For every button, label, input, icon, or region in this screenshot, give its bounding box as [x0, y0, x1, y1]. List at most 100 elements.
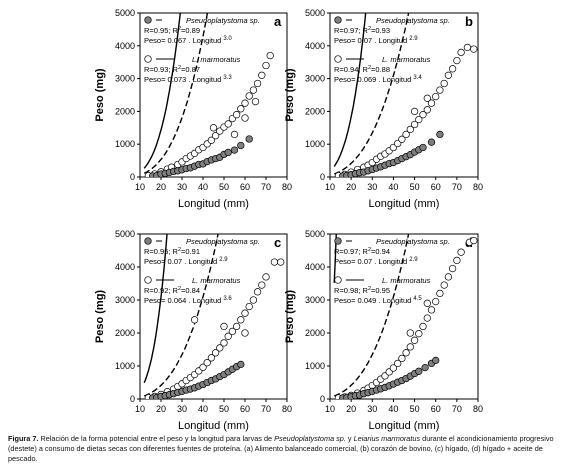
data-point-marmoratus [258, 281, 266, 289]
x-tick-label: 70 [452, 404, 462, 414]
data-point-marmoratus [258, 71, 266, 79]
data-point-marmoratus [211, 132, 220, 140]
figure-caption: Figura 7. Relación de la forma potencial… [8, 434, 574, 464]
legend-marker [334, 16, 342, 24]
x-axis-label: Longitud (mm) [178, 420, 249, 432]
x-tick-label: 20 [156, 182, 166, 192]
data-point-marmoratus [237, 105, 245, 113]
data-point-marmoratus [224, 332, 232, 340]
x-tick-label: 80 [282, 404, 292, 414]
y-tick-label: 4000 [115, 262, 135, 272]
legend-stats: R=0.95; R2=0.89 [144, 26, 200, 35]
x-tick-label: 20 [346, 182, 356, 192]
legend-series-name: L. marmoratus [192, 55, 241, 64]
plot-area [333, 234, 478, 399]
legend-marker [334, 55, 342, 63]
x-tick-label: 70 [261, 182, 271, 192]
y-tick-label: 2000 [305, 328, 325, 338]
data-point-pseudoplatystoma [432, 356, 440, 365]
data-point-marmoratus [457, 48, 465, 57]
legend-equation: Peso= 0.073 . Longitud 3.3 [144, 75, 232, 84]
y-tick-label: 1000 [305, 361, 325, 371]
data-point-marmoratus [470, 236, 478, 245]
data-point-marmoratus [277, 258, 285, 266]
legend-equation: Peso= 0.07 . Longitud 2.9 [144, 257, 228, 266]
x-tick-label: 30 [367, 404, 377, 414]
data-point-marmoratus [444, 273, 453, 281]
x-tick-label: 70 [261, 404, 271, 414]
data-point-marmoratus [423, 106, 431, 114]
data-point-marmoratus [406, 343, 414, 351]
caption-text-c: durante el acondicionamiento progresivo … [8, 434, 554, 463]
y-tick-label: 5000 [115, 229, 135, 239]
caption-text-b: y [345, 434, 354, 443]
x-tick-label: 70 [452, 182, 462, 192]
plot-area [143, 234, 285, 399]
x-tick-label: 50 [219, 404, 229, 414]
fit-curve-pseudoplatystoma [143, 234, 219, 397]
x-tick-label: 10 [135, 182, 145, 192]
data-point-marmoratus [436, 86, 444, 94]
y-tick-label: 0 [130, 172, 135, 182]
panel-letter: a [274, 14, 282, 29]
x-tick-label: 30 [367, 182, 377, 192]
data-point-marmoratus [253, 288, 262, 296]
data-point-marmoratus [207, 354, 216, 362]
data-point-marmoratus [448, 264, 457, 273]
data-point-marmoratus [241, 99, 249, 107]
legend-marker [144, 276, 152, 284]
plot-frame [139, 12, 288, 178]
legend-equation: Peso= 0.049 . Longitud 4.5 [334, 296, 422, 305]
y-tick-label: 3000 [115, 295, 135, 305]
data-point-marmoratus [423, 299, 431, 307]
y-tick-label: 5000 [305, 8, 325, 18]
data-point-marmoratus [457, 248, 465, 256]
data-point-marmoratus [406, 125, 414, 134]
data-point-marmoratus [224, 120, 232, 128]
data-point-marmoratus [220, 339, 228, 347]
panel-a: 10 20 30 40 50 60 70 80 0 1000 2000 3000 4000 5000 Lon… [94, 8, 292, 210]
data-point-marmoratus [419, 111, 427, 119]
legend-stats: R=0.95; R2=0.91 [144, 247, 200, 256]
data-point-marmoratus [270, 258, 279, 266]
legend-series-name: Pseudoplatystoma sp. [186, 16, 260, 25]
panel-d: 10 20 30 40 50 60 70 80 0 1000 2000 3000 4000 5000 Lon… [284, 229, 483, 432]
y-tick-label: 3000 [305, 295, 325, 305]
data-point-marmoratus [241, 329, 249, 337]
x-tick-label: 30 [177, 404, 187, 414]
x-tick-label: 10 [135, 404, 145, 414]
data-point-marmoratus [253, 79, 262, 88]
x-axis-label: Longitud (mm) [178, 198, 249, 210]
x-tick-label: 60 [431, 404, 441, 414]
x-tick-label: 40 [198, 404, 208, 414]
x-tick-label: 80 [282, 182, 292, 192]
data-point-marmoratus [249, 86, 258, 94]
legend-series-name: L. marmoratus [192, 276, 241, 285]
data-point-marmoratus [402, 349, 410, 357]
legend-series-name: Pseudoplatystoma sp. [186, 237, 260, 246]
y-tick-label: 0 [130, 394, 135, 404]
legend-series-name: L. marmoratus [382, 276, 431, 285]
y-tick-label: 3000 [305, 74, 325, 84]
legend-marker [144, 16, 152, 24]
data-point-marmoratus [262, 61, 270, 70]
data-point-marmoratus [241, 114, 249, 122]
data-point-marmoratus [262, 273, 270, 281]
data-point-marmoratus [232, 111, 241, 119]
data-point-marmoratus [209, 124, 218, 132]
data-point-marmoratus [237, 316, 245, 324]
data-point-pseudoplatystoma [230, 146, 239, 154]
y-axis-label: Peso (mg) [94, 68, 106, 122]
x-tick-label: 50 [219, 182, 229, 192]
legend-equation: Peso= 0.069 . Longitud 3.4 [334, 75, 422, 84]
caption-text-a: Relación de la forma potencial entre el … [38, 434, 275, 443]
data-point-marmoratus [402, 130, 410, 139]
x-tick-label: 10 [325, 404, 335, 414]
data-point-marmoratus [432, 297, 440, 306]
fit-curve-pseudoplatystoma [333, 234, 410, 397]
x-tick-label: 50 [410, 182, 420, 192]
legend-stats: R=0.98; R2=0.95 [334, 286, 390, 295]
x-tick-label: 80 [473, 404, 483, 414]
data-point-pseudoplatystoma [237, 141, 245, 150]
